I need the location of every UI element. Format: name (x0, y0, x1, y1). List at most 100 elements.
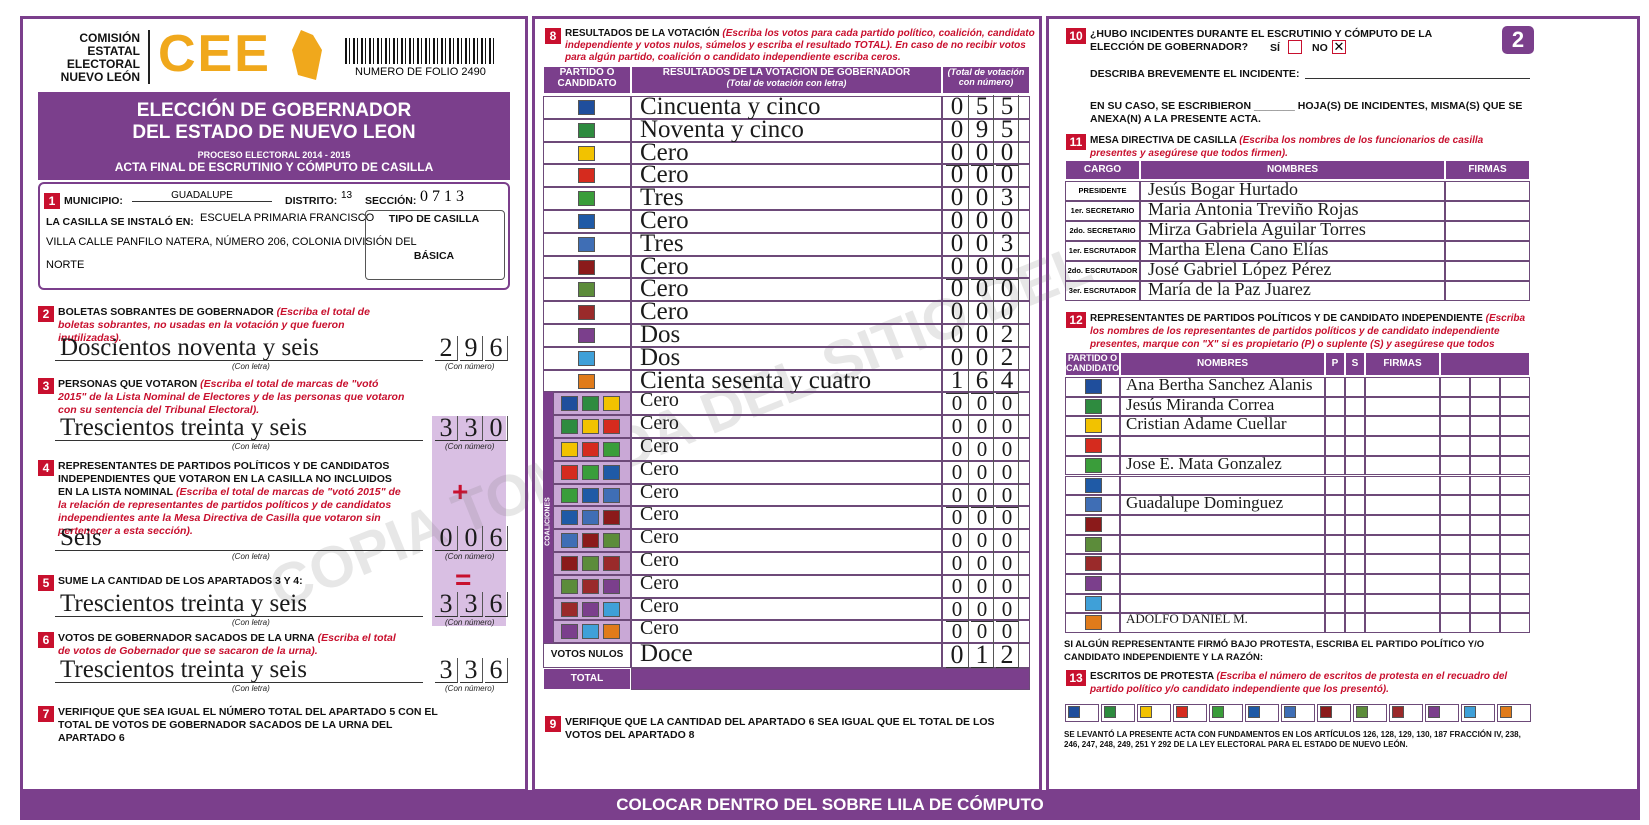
cee-logo: CEE (158, 25, 271, 83)
number-cell (942, 438, 1030, 461)
address: VILLA CALLE PANFILO NATERA, NÚMERO 206, … (46, 236, 417, 248)
column-header: RESULTADOS DE LA VOTACIÓN DE GOBERNADOR(… (631, 66, 942, 94)
words-cell (631, 210, 942, 233)
caption: (Con letra) (232, 362, 270, 371)
words: Dos (640, 343, 681, 371)
no: NO (1312, 42, 1328, 54)
cell (1440, 396, 1470, 417)
cell (1440, 475, 1470, 496)
header-sub: (Total de votación con letra) (726, 78, 847, 88)
party-cell (543, 369, 631, 393)
label: SECCIÓN: (365, 195, 417, 207)
words: Dos (640, 321, 681, 348)
label-text: SUME LA CANTIDAD DE LOS APARTADOS 3 Y 4: (58, 575, 303, 587)
name: Guadalupe Dominguez (1126, 493, 1284, 513)
cell (1500, 495, 1530, 515)
number-cell (942, 232, 1030, 256)
words-cell (631, 552, 942, 575)
instruction: (Escriba el total de votos de Gobernador… (58, 632, 396, 657)
words: Doce (640, 640, 693, 668)
name-cell (1120, 613, 1325, 634)
number-cell (942, 210, 1030, 233)
cell (1440, 534, 1470, 555)
name-cell (1120, 396, 1325, 417)
instruction: (Escriba el número de escritos de protes… (1090, 671, 1508, 695)
section-label: BOLETAS SOBRANTES DE GOBERNADOR (Escriba… (58, 306, 408, 345)
cell (1440, 514, 1470, 535)
party-cell (1065, 514, 1120, 535)
cell (1365, 495, 1440, 515)
tipo: BÁSICA (413, 250, 455, 262)
plus-sign: + (452, 476, 469, 507)
number-cell (942, 506, 1030, 530)
cell (1365, 574, 1440, 594)
label: EN SU CASO, SE ESCRIBIERON _______ HOJA(… (1090, 100, 1523, 125)
title: DEL ESTADO DE NUEVO LEON (132, 122, 416, 143)
name: Cristian Adame Cuellar (1126, 414, 1287, 434)
title: MESA DIRECTIVA DE CASILLA (1090, 135, 1237, 146)
party-logo (582, 533, 599, 549)
address: ESCUELA PRIMARIA FRANCISCO (200, 212, 375, 224)
cargo: 1er. ESCRUTADOR (1065, 241, 1140, 261)
name: Mirza Gabriela Aguilar Torres (1148, 219, 1366, 239)
cell (1470, 416, 1500, 437)
words-cell (631, 255, 942, 279)
party-logo (561, 624, 578, 640)
cell (1325, 613, 1345, 634)
section-number: 13 (1066, 670, 1086, 686)
words-cell (631, 438, 942, 461)
title: RESULTADOS DE LA VOTACIÓN (565, 28, 720, 39)
party-logo (1085, 418, 1102, 434)
cargo: 1er. SECRETARIO (1065, 201, 1140, 221)
name: Martha Elena Cano Elías (1148, 239, 1329, 259)
caption: (Con número) (445, 442, 495, 451)
section-label: PERSONAS QUE VOTARON (Escriba el total d… (58, 378, 408, 417)
party-logo (1356, 706, 1368, 718)
party-logo (603, 556, 620, 571)
tipo-box (365, 210, 505, 280)
name: Maria Antonia Treviño Rojas (1148, 199, 1359, 219)
name-cell (1140, 281, 1445, 301)
cell (1365, 396, 1440, 417)
party-logo (1248, 706, 1260, 718)
section-number: 10 (1066, 28, 1086, 44)
name-cell (1120, 593, 1325, 614)
party-cell (543, 187, 631, 210)
number-cell (942, 301, 1030, 324)
party-logo (1085, 615, 1102, 631)
commission-line: NUEVO LEÓN (60, 70, 140, 84)
cell (1365, 593, 1440, 614)
party-logo (582, 556, 599, 571)
cell (1365, 377, 1440, 397)
cell (1500, 574, 1530, 594)
protest-box (1497, 704, 1531, 722)
cell (1345, 554, 1365, 574)
cell (1440, 593, 1470, 614)
instruction: (Escriba el total de boletas sobrantes, … (58, 306, 370, 344)
party-logo (1085, 398, 1102, 414)
party-cell (543, 255, 631, 279)
section-number: 11 (1066, 134, 1086, 150)
cell (1325, 593, 1345, 614)
words-cell (631, 574, 942, 598)
column-header: FIRMAS (1365, 352, 1440, 376)
words-cell (631, 483, 942, 507)
cell (1470, 613, 1500, 634)
party-logo (561, 442, 578, 457)
cell (1345, 377, 1365, 397)
party-logo (578, 373, 595, 389)
label-text: VOTOS DE GOBERNADOR SACADOS DE LA URNA (58, 632, 315, 644)
words: Cero (640, 480, 679, 503)
section-number: 7 (38, 706, 54, 722)
words: Trescientos treinta y seis (60, 414, 307, 441)
